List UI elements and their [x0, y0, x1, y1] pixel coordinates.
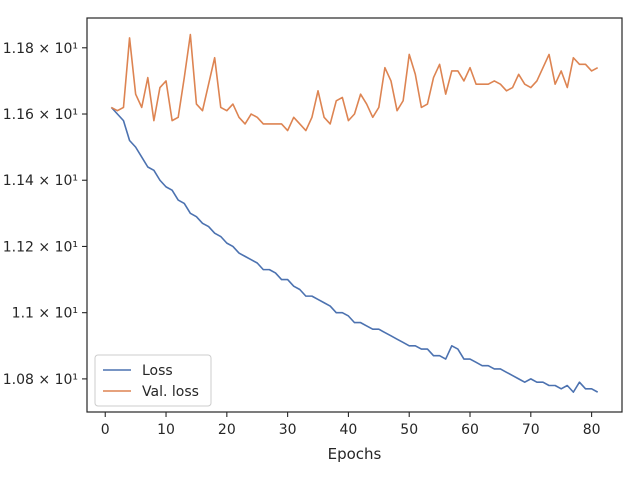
- x-tick-label: 0: [101, 422, 110, 438]
- y-axis-ticks: 1.08 × 10¹ 1.1 × 10¹ 1.12 × 10¹ 1.14 × 10¹ 1…: [3, 41, 87, 388]
- x-tick-label: 80: [583, 422, 601, 438]
- x-axis-ticks: 0 10 20 30 40 50 60 70 80: [101, 412, 601, 438]
- x-tick-label: 60: [461, 422, 479, 438]
- x-tick-label: 70: [522, 422, 540, 438]
- legend-label-loss: Loss: [142, 363, 173, 379]
- x-tick-label: 40: [340, 422, 358, 438]
- x-tick-label: 50: [400, 422, 418, 438]
- legend-label-val-loss: Val. loss: [142, 384, 199, 400]
- x-tick-label: 20: [218, 422, 236, 438]
- legend: Loss Val. loss: [94, 354, 212, 407]
- x-tick-label: 10: [157, 422, 175, 438]
- series-line-val-loss: [110, 33, 599, 132]
- series-line-loss: [110, 106, 599, 393]
- legend-box: [94, 354, 212, 407]
- x-tick-label: 30: [279, 422, 297, 438]
- plot-frame: [86, 17, 623, 413]
- x-axis-title: Epochs: [328, 445, 382, 463]
- y-tick-label: 1.1 × 10¹: [12, 306, 78, 322]
- y-tick-label: 1.14 × 10¹: [3, 173, 78, 189]
- y-tick-label: 1.12 × 10¹: [3, 239, 78, 255]
- series-layer: [110, 33, 599, 393]
- y-tick-label: 1.16 × 10¹: [3, 107, 78, 123]
- y-tick-label: 1.08 × 10¹: [3, 372, 78, 388]
- y-tick-label: 1.18 × 10¹: [3, 41, 78, 57]
